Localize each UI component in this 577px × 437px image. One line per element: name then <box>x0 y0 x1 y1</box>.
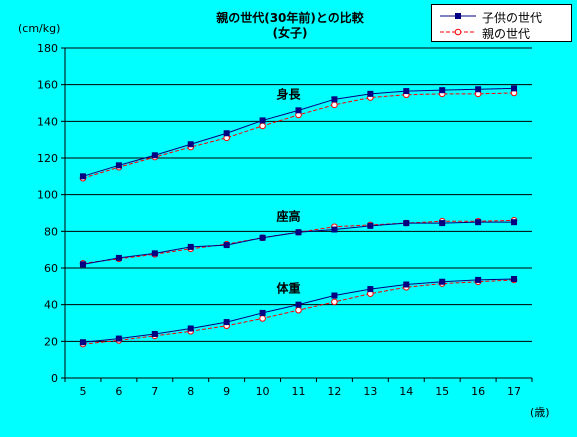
x-tick-label-6: 6 <box>115 385 122 398</box>
point-g2-s0-2 <box>151 331 158 337</box>
point-g0-s0-10 <box>439 87 446 94</box>
chart-legend: 子供の世代 親の世代 <box>431 4 572 42</box>
point-g0-s0-5 <box>259 117 266 124</box>
point-g1-s0-4 <box>223 242 230 249</box>
x-tick-label-14: 14 <box>399 385 413 398</box>
point-g2-s0-6 <box>295 301 302 308</box>
chart-title: 親の世代(30年前)との比較 <box>216 11 364 25</box>
group-label-1: 座高 <box>275 208 300 223</box>
point-g2-s0-10 <box>439 278 446 285</box>
point-g0-s1-5 <box>259 122 266 130</box>
point-g0-s0-11 <box>475 86 482 93</box>
point-g2-s0-3 <box>187 325 194 332</box>
y-tick-label-60: 60 <box>44 262 58 275</box>
legend-swatch-children <box>440 13 476 19</box>
x-tick-label-7: 7 <box>151 385 158 398</box>
point-g1-s0-11 <box>475 219 482 226</box>
point-g0-s0-3 <box>187 141 194 148</box>
y-tick-label-180: 180 <box>37 42 58 55</box>
x-tick-label-10: 10 <box>256 385 270 398</box>
point-g0-s0-1 <box>115 162 122 169</box>
point-g1-s0-3 <box>187 243 194 250</box>
y-tick-label-80: 80 <box>44 225 58 238</box>
point-g2-s1-6 <box>295 306 302 314</box>
legend-item-parents: 親の世代 <box>438 24 568 41</box>
x-axis-unit-label: (歳) <box>530 406 550 419</box>
point-g0-s0-2 <box>151 152 158 159</box>
x-tick-label-8: 8 <box>187 385 194 398</box>
point-g0-s0-7 <box>331 96 338 103</box>
legend-label-parents: 親の世代 <box>482 27 531 41</box>
x-tick-label-9: 9 <box>223 385 230 398</box>
x-tick-label-11: 11 <box>292 385 306 398</box>
point-g2-s0-9 <box>403 281 410 288</box>
point-g2-s0-7 <box>331 292 338 299</box>
x-tick-label-17: 17 <box>507 385 521 398</box>
point-g1-s0-0 <box>79 261 86 268</box>
point-g0-s0-0 <box>79 173 86 180</box>
y-tick-label-40: 40 <box>44 299 58 312</box>
point-g0-s0-4 <box>223 130 230 137</box>
x-tick-label-12: 12 <box>327 385 341 398</box>
point-g1-s0-2 <box>151 250 158 257</box>
point-g0-s1-7 <box>331 101 338 109</box>
x-tick-label-5: 5 <box>79 385 86 398</box>
legend-swatch-parents <box>440 28 476 36</box>
legend-label-children: 子供の世代 <box>482 11 543 25</box>
point-g2-s0-0 <box>79 339 86 346</box>
point-g1-s0-5 <box>259 234 266 241</box>
point-g2-s1-7 <box>331 298 338 306</box>
point-g2-s0-12 <box>511 276 518 282</box>
x-tick-label-15: 15 <box>435 385 449 398</box>
point-g1-s0-7 <box>331 226 338 233</box>
point-g2-s0-5 <box>259 309 266 316</box>
x-tick-label-16: 16 <box>471 385 485 398</box>
point-g0-s0-9 <box>403 88 410 95</box>
point-g0-s0-6 <box>295 107 302 114</box>
group-label-2: 体重 <box>276 281 300 296</box>
y-tick-label-160: 160 <box>37 79 58 92</box>
y-tick-label-140: 140 <box>37 115 58 128</box>
group-label-0: 身長 <box>276 86 301 101</box>
y-tick-label-0: 0 <box>51 372 58 385</box>
point-g2-s0-1 <box>115 335 122 342</box>
y-tick-label-20: 20 <box>44 335 58 348</box>
point-g2-s0-4 <box>223 319 230 326</box>
legend-item-children: 子供の世代 <box>438 8 568 25</box>
point-g1-s0-10 <box>439 220 446 227</box>
point-g1-s0-12 <box>511 219 518 226</box>
plot-area <box>65 48 532 378</box>
point-g2-s1-5 <box>259 315 266 322</box>
chart-subtitle: (女子) <box>272 26 308 40</box>
point-g1-s0-1 <box>115 254 122 261</box>
point-g1-s0-6 <box>295 229 302 236</box>
y-axis-unit-label: (cm/kg) <box>18 22 61 35</box>
y-tick-label-100: 100 <box>37 189 58 202</box>
y-tick-label-120: 120 <box>37 152 58 165</box>
point-g0-s0-12 <box>511 85 518 92</box>
x-tick-label-13: 13 <box>363 385 377 398</box>
point-g0-s0-8 <box>367 90 374 97</box>
point-g1-s0-9 <box>403 220 410 227</box>
point-g1-s0-8 <box>367 222 374 229</box>
point-g2-s0-11 <box>475 276 482 283</box>
point-g2-s0-8 <box>367 286 374 293</box>
